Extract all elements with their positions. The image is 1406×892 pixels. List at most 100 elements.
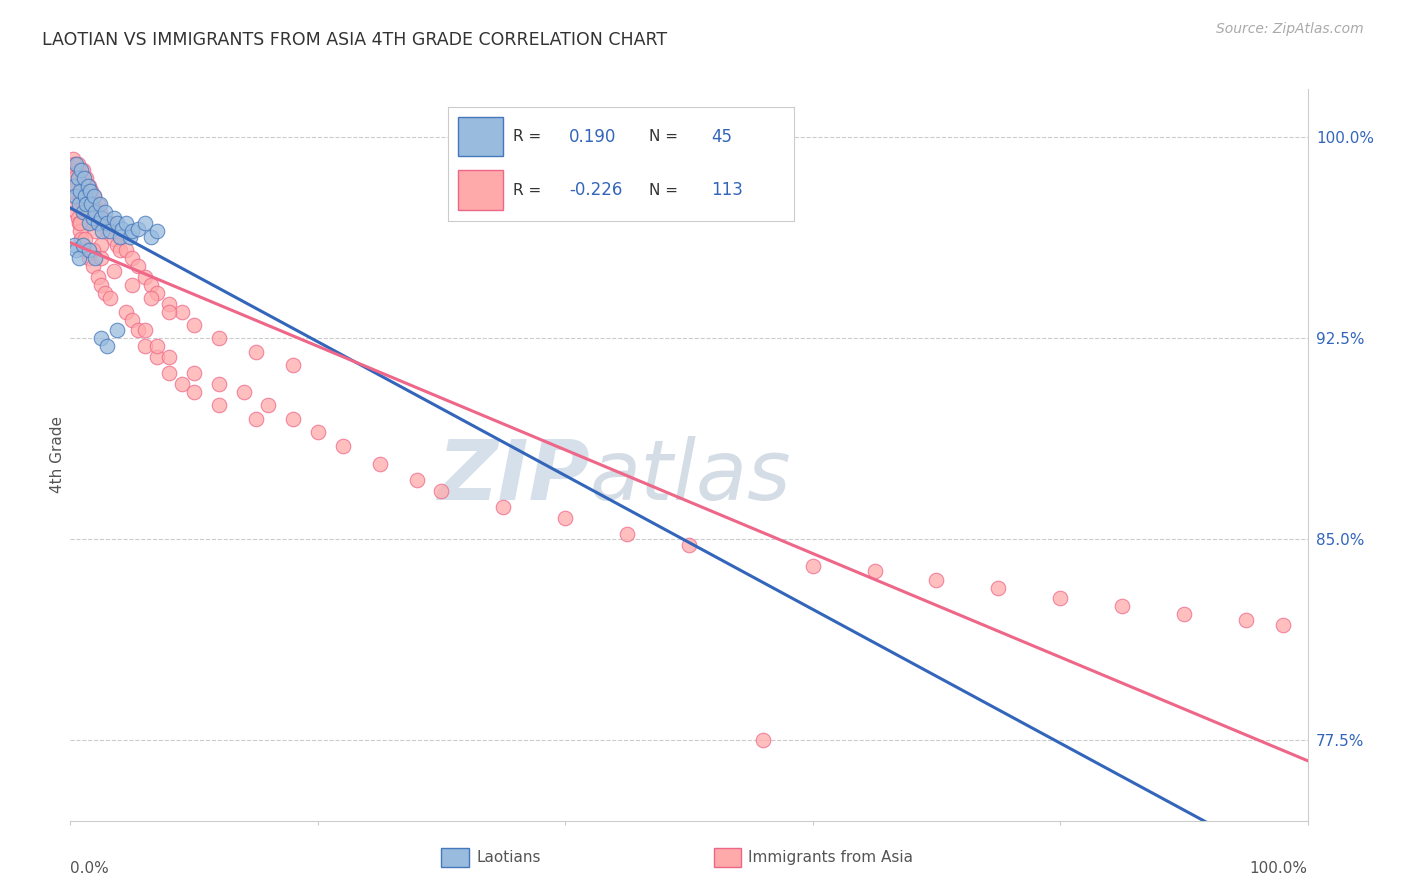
- Point: [63, 157, 86, 171]
- Point: [127, 221, 149, 235]
- Text: 0.0%: 0.0%: [70, 861, 110, 876]
- Point: [63, 178, 86, 193]
- Point: [332, 438, 354, 452]
- Point: [91, 211, 114, 225]
- Point: [245, 411, 267, 425]
- Point: [65, 170, 87, 185]
- Point: [83, 189, 105, 203]
- Point: [72, 237, 94, 252]
- Point: [127, 323, 149, 337]
- Point: [121, 312, 143, 326]
- Point: [77, 243, 100, 257]
- Point: [65, 162, 87, 177]
- Point: [98, 216, 121, 230]
- Point: [105, 237, 128, 252]
- Point: [90, 331, 112, 345]
- Point: [183, 318, 205, 332]
- Point: [1234, 613, 1257, 627]
- Point: [115, 304, 138, 318]
- Point: [208, 398, 231, 412]
- Point: [108, 229, 131, 244]
- Point: [77, 251, 100, 265]
- Point: [90, 251, 112, 265]
- Point: [67, 216, 90, 230]
- Point: [72, 197, 94, 211]
- Point: [79, 184, 101, 198]
- Point: [245, 344, 267, 359]
- Text: Source: ZipAtlas.com: Source: ZipAtlas.com: [1216, 22, 1364, 37]
- Point: [82, 243, 104, 257]
- Point: [103, 264, 125, 278]
- Point: [368, 458, 391, 472]
- Point: [65, 157, 87, 171]
- Point: [146, 285, 169, 300]
- Point: [73, 170, 96, 185]
- Point: [75, 189, 97, 203]
- Point: [72, 205, 94, 219]
- Point: [72, 237, 94, 252]
- Point: [121, 251, 143, 265]
- Point: [105, 216, 128, 230]
- Point: [430, 484, 453, 499]
- Point: [281, 358, 304, 372]
- Text: atlas: atlas: [591, 436, 792, 517]
- Point: [801, 559, 824, 574]
- Point: [62, 152, 84, 166]
- Point: [492, 500, 515, 515]
- Point: [66, 211, 89, 225]
- Point: [70, 162, 93, 177]
- Point: [89, 197, 111, 211]
- Point: [405, 474, 427, 488]
- Point: [103, 232, 125, 246]
- Point: [86, 216, 108, 230]
- Text: 100.0%: 100.0%: [1250, 861, 1308, 876]
- Point: [82, 259, 104, 273]
- Point: [90, 211, 112, 225]
- Point: [103, 211, 125, 225]
- Point: [65, 197, 87, 211]
- Point: [115, 243, 138, 257]
- Point: [121, 277, 143, 292]
- Point: [75, 197, 97, 211]
- Point: [281, 411, 304, 425]
- Point: [987, 581, 1010, 595]
- Point: [257, 398, 280, 412]
- Point: [75, 232, 97, 246]
- Point: [232, 384, 254, 399]
- Point: [65, 178, 87, 193]
- Point: [89, 205, 111, 219]
- Point: [96, 216, 118, 230]
- Point: [73, 170, 96, 185]
- Point: [84, 224, 107, 238]
- Point: [863, 565, 886, 579]
- Point: [925, 573, 948, 587]
- Point: [752, 733, 775, 747]
- Point: [66, 157, 89, 171]
- Text: Laotians: Laotians: [477, 850, 541, 864]
- Point: [67, 251, 90, 265]
- Point: [80, 184, 103, 198]
- Point: [121, 224, 143, 238]
- Point: [70, 178, 93, 193]
- Point: [108, 243, 131, 257]
- Point: [82, 211, 104, 225]
- Point: [96, 339, 118, 353]
- Point: [69, 216, 91, 230]
- Point: [170, 304, 193, 318]
- Point: [1049, 591, 1071, 606]
- Point: [63, 189, 86, 203]
- Point: [86, 197, 108, 211]
- Point: [65, 243, 87, 257]
- Point: [67, 162, 90, 177]
- Point: [69, 170, 91, 185]
- Point: [94, 216, 117, 230]
- Point: [118, 229, 141, 244]
- Point: [65, 205, 87, 219]
- Point: [98, 224, 121, 238]
- Point: [75, 205, 97, 219]
- Point: [208, 331, 231, 345]
- FancyBboxPatch shape: [441, 848, 468, 867]
- Point: [157, 350, 180, 364]
- Point: [134, 323, 156, 337]
- Point: [139, 229, 162, 244]
